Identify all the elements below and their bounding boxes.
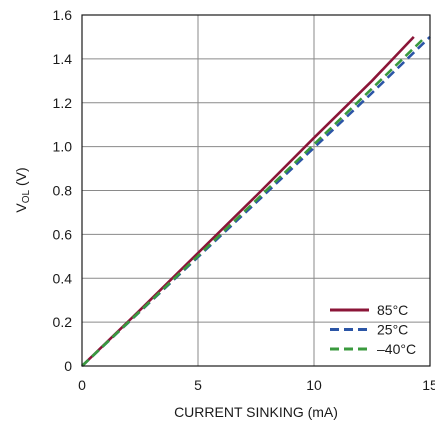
x-tick-labels: 0 5 10 15 [78, 377, 435, 393]
legend-label: –40°C [377, 341, 416, 357]
y-tick-label: 0 [64, 358, 72, 374]
y-tick-label: 0.8 [53, 183, 73, 199]
x-tick-label: 15 [422, 377, 435, 393]
x-tick-label: 5 [194, 377, 202, 393]
y-tick-label: 1.4 [53, 51, 73, 67]
series-line [81, 35, 431, 367]
legend-label: 85°C [377, 302, 408, 318]
y-axis-label-main: V [13, 203, 29, 213]
y-tick-label: 0.4 [53, 270, 73, 286]
y-tick-label: 1.2 [53, 95, 73, 111]
y-axis-label-subscript: OL [21, 190, 32, 204]
x-tick-label: 0 [78, 377, 86, 393]
y-tick-label: 1.0 [53, 139, 73, 155]
y-tick-label: 0.6 [53, 226, 73, 242]
y-axis-label-unit: (V) [13, 167, 29, 190]
grid [82, 15, 430, 366]
y-axis-label: VOL (V) [13, 167, 32, 212]
plot-frame [81, 14, 431, 367]
y-tick-label: 1.6 [53, 7, 73, 23]
series-line [81, 35, 427, 367]
legend: 85°C 25°C –40°C [330, 302, 416, 357]
series-group [81, 35, 431, 367]
legend-label: 25°C [377, 322, 408, 338]
y-tick-label: 0.2 [53, 314, 73, 330]
x-axis-label: CURRENT SINKING (mA) [174, 404, 338, 420]
y-tick-labels: 0 0.2 0.4 0.6 0.8 1.0 1.2 1.4 1.6 [53, 7, 73, 374]
series-line [81, 36, 415, 367]
x-tick-label: 10 [306, 377, 322, 393]
